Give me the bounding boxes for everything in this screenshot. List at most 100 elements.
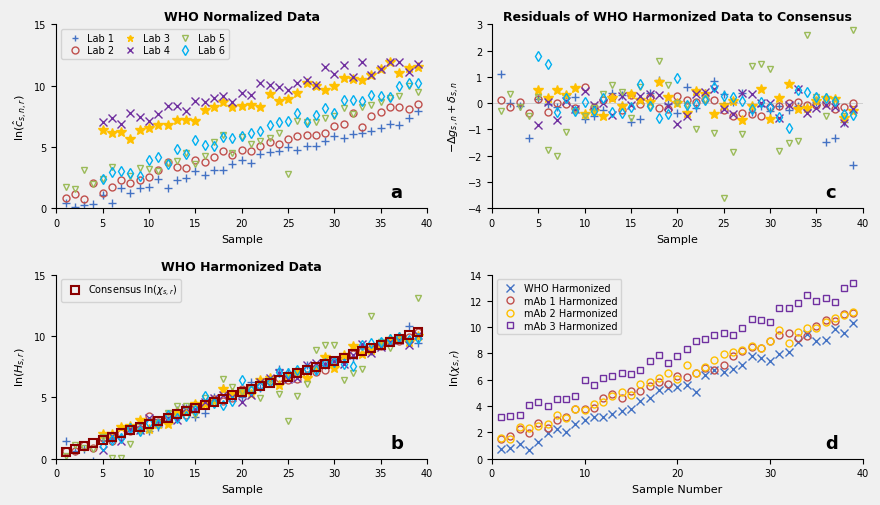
Lab 2	[237, 148, 247, 154]
mAb 1 Harmonized	[830, 318, 840, 324]
Lab 1	[274, 148, 284, 155]
Lab 5	[329, 114, 340, 120]
Lab 6	[190, 138, 201, 144]
mAb 3 Harmonized	[607, 373, 618, 379]
Line: WHO Harmonized: WHO Harmonized	[497, 320, 858, 454]
Lab 6	[413, 81, 423, 87]
Lab 4	[357, 60, 368, 66]
Lab 6	[329, 110, 340, 116]
Line: mAb 1 Harmonized: mAb 1 Harmonized	[498, 310, 857, 443]
Lab 2	[385, 105, 395, 111]
mAb 2 Harmonized	[691, 370, 701, 376]
Lab 5	[403, 84, 414, 90]
mAb 1 Harmonized	[552, 417, 562, 423]
Lab 2	[125, 181, 136, 187]
Lab 6	[180, 152, 191, 158]
mAb 1 Harmonized	[524, 430, 534, 436]
Lab 3	[282, 97, 293, 103]
WHO Harmonized	[709, 368, 720, 374]
Lab 5	[162, 161, 172, 167]
Lab 4	[200, 100, 210, 106]
mAb 1 Harmonized	[672, 373, 683, 379]
Lab 5	[319, 115, 330, 121]
Lab 6	[282, 119, 293, 125]
mAb 3 Harmonized	[579, 378, 590, 384]
Lab 2	[162, 159, 172, 165]
Consensus ln($\chi_{s,r}$)	[153, 418, 164, 424]
Lab 2	[79, 196, 90, 202]
Lab 5	[301, 120, 312, 126]
mAb 1 Harmonized	[774, 332, 785, 338]
Lab 5	[143, 166, 154, 172]
Consensus ln($\chi_{s,r}$)	[376, 342, 386, 348]
Lab 5	[246, 142, 256, 148]
Lab 5	[394, 93, 405, 99]
mAb 1 Harmonized	[718, 362, 729, 368]
mAb 2 Harmonized	[570, 406, 581, 412]
mAb 3 Harmonized	[644, 358, 655, 364]
Lab 2	[60, 195, 70, 201]
WHO Harmonized	[793, 339, 803, 345]
mAb 2 Harmonized	[552, 412, 562, 418]
Lab 3	[255, 105, 266, 111]
mAb 2 Harmonized	[579, 407, 590, 413]
mAb 2 Harmonized	[783, 340, 794, 346]
mAb 3 Harmonized	[691, 338, 701, 344]
Lab 1	[237, 158, 247, 164]
mAb 3 Harmonized	[737, 325, 747, 331]
Lab 4	[180, 109, 191, 115]
Lab 3	[227, 105, 238, 111]
Lab 6	[348, 98, 358, 104]
Lab 4	[366, 73, 377, 79]
Lab 4	[246, 93, 256, 99]
Lab 1	[339, 135, 349, 141]
Lab 1	[366, 129, 377, 135]
Lab 4	[385, 60, 395, 66]
WHO Harmonized	[848, 321, 859, 327]
Lab 3	[319, 87, 330, 93]
Consensus ln($\chi_{s,r}$)	[88, 440, 99, 446]
Lab 1	[172, 177, 182, 183]
Consensus ln($\chi_{s,r}$)	[237, 389, 247, 395]
Lab 2	[190, 158, 201, 164]
Lab 3	[394, 71, 405, 77]
Lab 3	[237, 104, 247, 110]
Lab 5	[311, 120, 321, 126]
mAb 3 Harmonized	[774, 305, 785, 311]
Consensus ln($\chi_{s,r}$)	[292, 371, 303, 377]
mAb 3 Harmonized	[811, 298, 822, 305]
mAb 1 Harmonized	[737, 348, 747, 355]
mAb 1 Harmonized	[793, 335, 803, 341]
mAb 3 Harmonized	[533, 399, 544, 406]
Lab 1	[88, 201, 99, 208]
WHO Harmonized	[561, 429, 571, 435]
mAb 2 Harmonized	[524, 426, 534, 432]
Lab 5	[209, 139, 219, 145]
Lab 4	[255, 81, 266, 87]
mAb 1 Harmonized	[746, 344, 757, 350]
mAb 3 Harmonized	[765, 319, 775, 325]
Lab 4	[274, 84, 284, 90]
mAb 1 Harmonized	[635, 388, 646, 394]
Lab 2	[301, 133, 312, 139]
Lab 1	[125, 191, 136, 197]
mAb 2 Harmonized	[663, 370, 673, 376]
mAb 1 Harmonized	[820, 317, 831, 323]
Y-axis label: $-\Delta g_{s,n} + \delta_{s,n}$: $-\Delta g_{s,n} + \delta_{s,n}$	[447, 81, 462, 153]
Lab 3	[200, 108, 210, 114]
Consensus ln($\chi_{s,r}$)	[60, 449, 70, 456]
Lab 4	[339, 63, 349, 69]
WHO Harmonized	[691, 389, 701, 395]
mAb 1 Harmonized	[848, 311, 859, 317]
WHO Harmonized	[616, 409, 627, 415]
WHO Harmonized	[820, 337, 831, 343]
Consensus ln($\chi_{s,r}$)	[385, 339, 395, 345]
Lab 3	[172, 118, 182, 124]
Lab 6	[162, 162, 172, 168]
Lab 3	[264, 92, 275, 98]
mAb 2 Harmonized	[681, 362, 692, 368]
Title: WHO Harmonized Data: WHO Harmonized Data	[161, 261, 322, 274]
Y-axis label: ln($H_{s,r}$): ln($H_{s,r}$)	[13, 347, 29, 387]
Consensus ln($\chi_{s,r}$)	[329, 358, 340, 364]
Lab 2	[366, 114, 377, 120]
